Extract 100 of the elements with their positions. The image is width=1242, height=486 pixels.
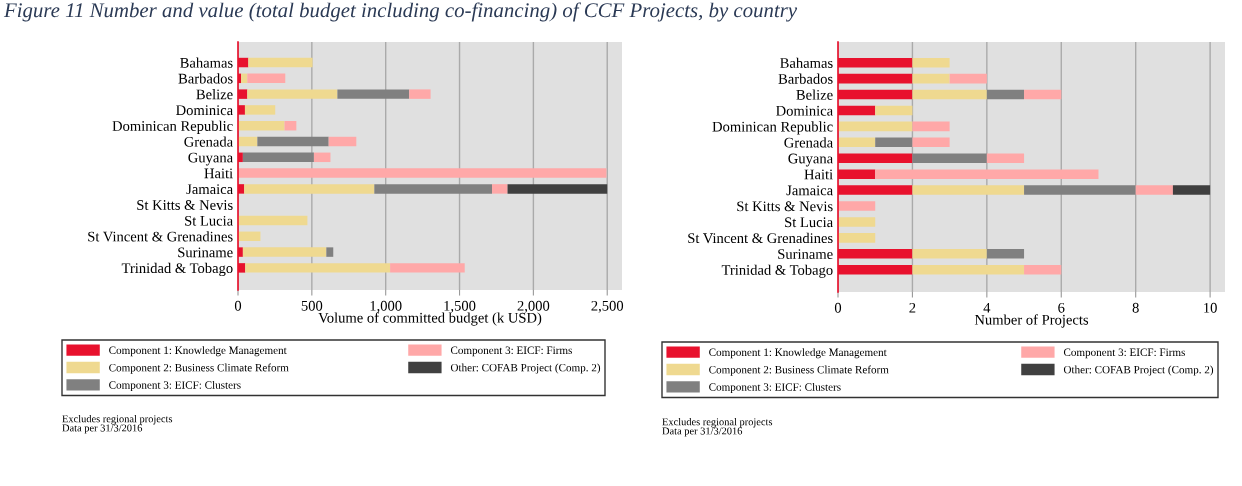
legend-label: Component 1: Knowledge Management [709, 348, 887, 359]
bar [875, 105, 913, 116]
bar [374, 184, 493, 194]
bar [912, 153, 987, 164]
legend-label: Other: COFAB Project (Comp. 2) [450, 363, 601, 374]
y-tick-label: Barbados [178, 73, 233, 84]
x-tick-label: 10 [1204, 302, 1217, 313]
y-tick-label: Trinidad & Tobago [721, 264, 833, 278]
bar [912, 121, 950, 132]
bar [912, 264, 1025, 275]
y-tick-label: Dominica [776, 105, 833, 116]
bar [242, 152, 314, 163]
chart-title: Figure 11 Number and value (total budget including co-financing) of CCF Projects, by country [3, 2, 798, 22]
x-tick-label: 4 [983, 302, 991, 313]
bar [328, 136, 357, 147]
y-tick-label: Suriname [178, 247, 233, 258]
x-tick-label: 6 [1058, 302, 1065, 313]
x-tick-label: 2,500 [591, 300, 624, 313]
legend-label: Component 2: Business Climate Reform [709, 365, 889, 376]
x-axis-title: Number of Projects [974, 314, 1089, 328]
y-tick-label: St Lucia [785, 217, 833, 228]
y-tick-label: St Vincent & Grenadines [688, 232, 833, 244]
bar [248, 57, 313, 68]
y-tick-label: St Vincent & Grenadines [88, 231, 233, 242]
x-tick-label: 0 [834, 302, 842, 313]
y-tick-label: St Kitts & Nevis [137, 200, 233, 210]
y-tick-label: Barbados [778, 73, 833, 84]
bar [838, 233, 876, 243]
x-tick-label: 0 [234, 300, 242, 311]
bar [238, 215, 308, 226]
y-tick-label: Grenada [784, 137, 833, 148]
legend-label: Component 3: EICF: Clusters [709, 382, 841, 394]
bar [912, 89, 987, 100]
y-tick-label: Guyana [788, 153, 833, 167]
bar [949, 73, 987, 84]
x-axis-title: Volume of committed budget (k USD) [318, 312, 542, 326]
bar [238, 120, 285, 131]
x-tick-label: 1,500 [444, 300, 476, 313]
y-tick-label: Grenada [184, 136, 233, 147]
y-tick-label: Bahamas [780, 57, 833, 68]
legend-label: Other: COFAB Project (Comp. 2) [1063, 365, 1214, 376]
y-tick-label: St Kitts & Nevis [737, 201, 833, 212]
bar [244, 184, 375, 194]
bar [326, 247, 334, 257]
bar [245, 263, 391, 273]
bar [247, 73, 286, 84]
y-tick-label: Bahamas [180, 57, 233, 68]
y-tick-label: Dominican Republic [712, 121, 833, 135]
y-tick-label: Dominican Republic [112, 120, 233, 134]
y-tick-label: Haiti [204, 168, 233, 179]
bar [507, 184, 608, 194]
bar [247, 89, 338, 99]
bar [257, 136, 329, 147]
x-tick-label: 2,000 [517, 300, 550, 313]
bar [1024, 185, 1136, 195]
legend-label: Component 3: EICF: Firms [1063, 348, 1185, 359]
bar [912, 249, 987, 259]
bar [912, 73, 950, 84]
bar [986, 153, 1025, 164]
bar [986, 89, 1025, 100]
bar [986, 249, 1025, 259]
y-tick-label: Jamaica [186, 184, 233, 195]
y-tick-label: St Lucia [185, 215, 233, 226]
x-tick-label: 2 [909, 302, 916, 313]
bar [838, 137, 876, 148]
legend-label: Component 2: Business Climate Reform [109, 363, 289, 374]
text: Excludes regional projects Data per 31/3/2016 [662, 418, 773, 437]
bar [1135, 185, 1173, 195]
legend-label: Component 3: EICF: Clusters [109, 380, 241, 392]
text: Excludes regional projects Data per 31/3/2016 [62, 415, 173, 434]
y-tick-label: Jamaica [786, 185, 833, 196]
bar [492, 184, 508, 194]
legend-label: Component 3: EICF: Firms [450, 346, 572, 357]
x-tick-label: 8 [1132, 302, 1139, 313]
bar [838, 201, 876, 211]
bar [875, 137, 913, 148]
y-tick-label: Haiti [804, 169, 833, 180]
bar [390, 263, 465, 273]
bar [409, 89, 431, 99]
x-tick-label: 500 [301, 300, 323, 311]
y-tick-label: Guyana [188, 152, 233, 166]
bar [1172, 185, 1211, 195]
bar [838, 121, 913, 132]
bar [1024, 264, 1062, 275]
bar [912, 137, 950, 148]
bar [912, 185, 1025, 195]
y-tick-label: Suriname [778, 249, 833, 259]
y-tick-label: Dominica [176, 105, 233, 116]
y-tick-label: Belize [796, 89, 833, 100]
bar [912, 57, 950, 68]
x-tick-label: 1,000 [370, 300, 402, 313]
y-tick-label: Trinidad & Tobago [121, 262, 233, 277]
bar [313, 152, 331, 163]
bar [238, 168, 607, 178]
y-tick-label: Belize [196, 89, 233, 100]
bar [337, 89, 410, 99]
bar [875, 169, 1099, 179]
bar [242, 247, 327, 257]
bar [241, 73, 248, 84]
bar [1024, 89, 1062, 100]
